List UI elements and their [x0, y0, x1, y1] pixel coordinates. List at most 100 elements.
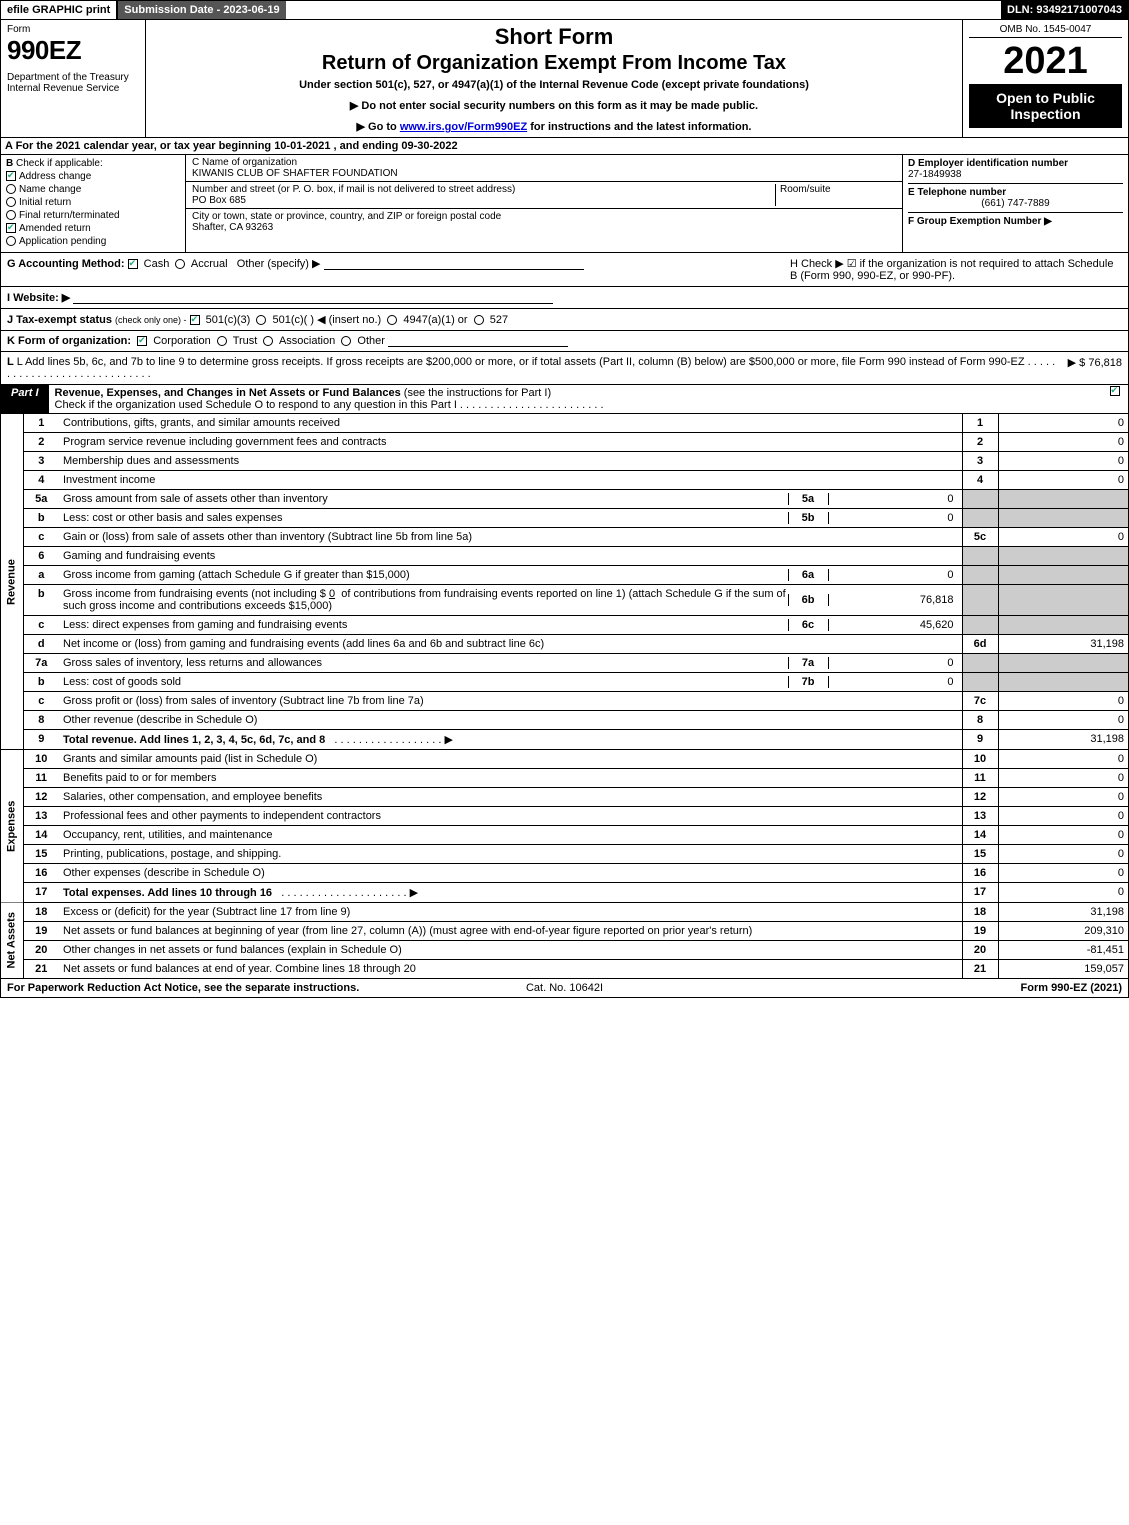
line-ref: 9 [962, 730, 998, 750]
part-i-header: Part I Revenue, Expenses, and Changes in… [1, 384, 1128, 413]
checkbox-icon[interactable] [387, 315, 397, 325]
checkbox-icon[interactable] [341, 336, 351, 346]
chk-application-pending[interactable]: Application pending [6, 236, 180, 247]
checkbox-icon [6, 210, 16, 220]
line-ref: 7c [962, 692, 998, 711]
table-row: c Gain or (loss) from sale of assets oth… [1, 528, 1128, 547]
sidelabel-netassets: Net Assets [1, 903, 23, 979]
line-ref: 8 [962, 711, 998, 730]
line-amount-shade [998, 616, 1128, 635]
line-desc-bold: Total expenses. Add lines 10 through 16 [63, 887, 272, 899]
chk-initial-return[interactable]: Initial return [6, 197, 180, 208]
chk-label: Initial return [19, 197, 71, 208]
checkbox-icon [6, 197, 16, 207]
addr-value: PO Box 685 [192, 195, 771, 206]
line-ref: 11 [962, 769, 998, 788]
line-desc: Total expenses. Add lines 10 through 16 … [59, 883, 962, 903]
chk-final-return[interactable]: Final return/terminated [6, 210, 180, 221]
title-return: Return of Organization Exempt From Incom… [152, 52, 956, 75]
checkbox-icon[interactable] [190, 315, 200, 325]
checkbox-icon[interactable] [256, 315, 266, 325]
line-no: 7a [23, 654, 59, 673]
line-desc: Program service revenue including govern… [59, 433, 962, 452]
header-center: Short Form Return of Organization Exempt… [146, 20, 963, 137]
checkbox-icon[interactable] [217, 336, 227, 346]
section-k: K Form of organization: Corporation Trus… [1, 330, 1128, 351]
org-name-label: C Name of organization [192, 157, 896, 168]
line-ref-shade [962, 585, 998, 616]
part-i-checkbox[interactable] [1104, 385, 1128, 413]
title-short-form: Short Form [152, 24, 956, 50]
line-amount: 0 [998, 414, 1128, 433]
checkbox-icon [6, 184, 16, 194]
checkbox-icon[interactable] [263, 336, 273, 346]
line-no: 12 [23, 788, 59, 807]
line-amount: 0 [998, 528, 1128, 547]
line-ref-shade [962, 673, 998, 692]
line-amount: 209,310 [998, 922, 1128, 941]
g-other-input[interactable] [324, 258, 584, 270]
line-no: 11 [23, 769, 59, 788]
section-c: C Name of organization KIWANIS CLUB OF S… [186, 155, 903, 252]
g-cash: Cash [144, 258, 170, 270]
chk-address-change[interactable]: Address change [6, 171, 180, 182]
table-row: Net Assets 18 Excess or (deficit) for th… [1, 903, 1128, 922]
line-amount: 0 [998, 692, 1128, 711]
checkbox-icon [6, 171, 16, 181]
inner-desc: Gross income from fundraising events (no… [63, 588, 788, 612]
section-d-e-f: D Employer identification number 27-1849… [903, 155, 1128, 252]
tax-year: 2021 [969, 42, 1122, 80]
line-amount-shade [998, 547, 1128, 566]
checkbox-icon[interactable] [474, 315, 484, 325]
line-ref: 15 [962, 845, 998, 864]
line-desc: Benefits paid to or for members [59, 769, 962, 788]
line-ref: 17 [962, 883, 998, 903]
chk-name-change[interactable]: Name change [6, 184, 180, 195]
table-row: 20 Other changes in net assets or fund b… [1, 941, 1128, 960]
org-addr-row: Number and street (or P. O. box, if mail… [186, 182, 902, 209]
line-no: 1 [23, 414, 59, 433]
section-h: H Check ▶ ☑ if the organization is not r… [782, 257, 1122, 282]
line-no: b [23, 585, 59, 616]
open-to-public-badge: Open to Public Inspection [969, 84, 1122, 128]
checkbox-icon[interactable] [128, 259, 138, 269]
irs-link[interactable]: www.irs.gov/Form990EZ [400, 121, 527, 133]
l-text: L Add lines 5b, 6c, and 7b to line 9 to … [17, 356, 1025, 368]
g-other: Other (specify) ▶ [237, 258, 321, 270]
line-no: 2 [23, 433, 59, 452]
line-desc: Gross amount from sale of assets other t… [59, 490, 962, 509]
line-no: 4 [23, 471, 59, 490]
form-header: Form 990EZ Department of the Treasury In… [1, 19, 1128, 137]
k-other-input[interactable] [388, 335, 568, 347]
line-amount: 0 [998, 750, 1128, 769]
line-ref-shade [962, 566, 998, 585]
table-row: c Gross profit or (loss) from sales of i… [1, 692, 1128, 711]
website-input[interactable] [73, 292, 553, 304]
line-ref: 2 [962, 433, 998, 452]
line-amount: 0 [998, 769, 1128, 788]
part-i-check-line: Check if the organization used Schedule … [55, 399, 1098, 411]
section-l: L L Add lines 5b, 6c, and 7b to line 9 t… [1, 351, 1128, 384]
chk-amended-return[interactable]: Amended return [6, 223, 180, 234]
line-no: 21 [23, 960, 59, 979]
line-no: b [23, 509, 59, 528]
checkbox-icon[interactable] [175, 259, 185, 269]
sidelabel-expenses: Expenses [1, 750, 23, 903]
line-ref: 13 [962, 807, 998, 826]
part-i-label: Part I [1, 385, 49, 413]
table-row: 13 Professional fees and other payments … [1, 807, 1128, 826]
line-no: a [23, 566, 59, 585]
line-amount: 31,198 [998, 903, 1128, 922]
part-i-check-text: Check if the organization used Schedule … [55, 399, 457, 411]
line-ref: 21 [962, 960, 998, 979]
line-no: 6 [23, 547, 59, 566]
table-row: 17 Total expenses. Add lines 10 through … [1, 883, 1128, 903]
checkbox-icon[interactable] [137, 336, 147, 346]
line-ref-shade [962, 547, 998, 566]
line-amount-shade [998, 509, 1128, 528]
inner-ref: 6a [788, 569, 828, 581]
table-row: b Less: cost or other basis and sales ex… [1, 509, 1128, 528]
part-i-table: Revenue 1 Contributions, gifts, grants, … [1, 413, 1128, 978]
line-amount: 0 [998, 452, 1128, 471]
line-amount-shade [998, 673, 1128, 692]
